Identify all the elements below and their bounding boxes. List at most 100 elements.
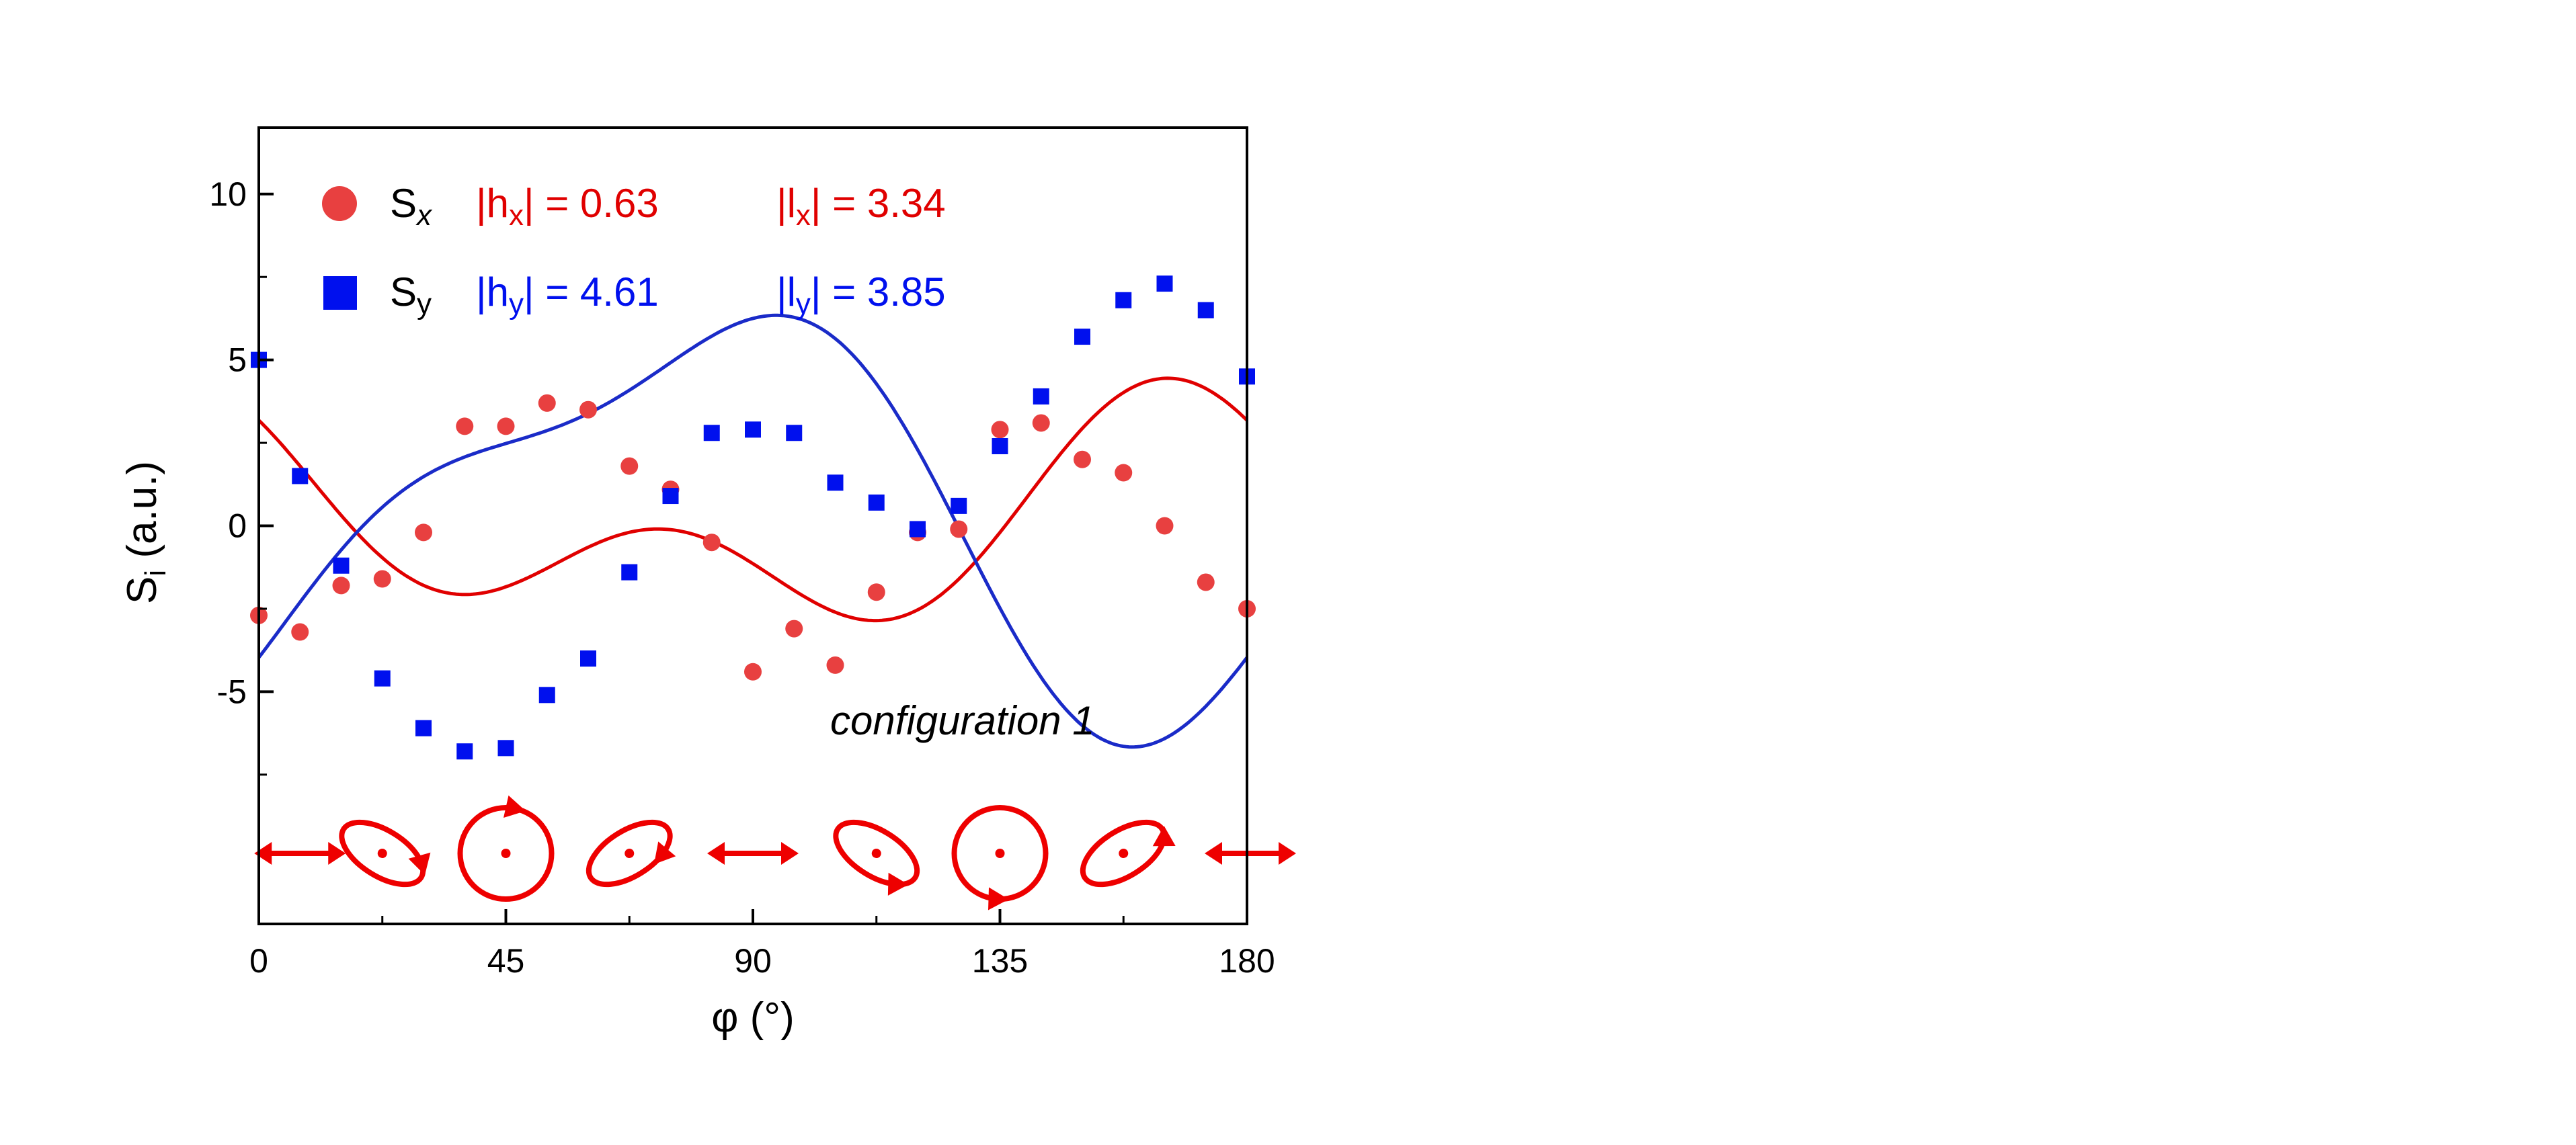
- arrowhead: [781, 842, 799, 865]
- data-point-sy: [621, 564, 638, 581]
- legend-sx-marker: [322, 186, 357, 221]
- legend-sy-l-value: | = 3.85: [811, 269, 946, 314]
- data-point-sy: [292, 468, 309, 484]
- rotation-arrowhead: [887, 872, 909, 896]
- legend-sx-symbol-sub: x: [415, 199, 433, 232]
- data-point-sy: [745, 421, 761, 438]
- legend-sy-symbol-sub: y: [417, 288, 432, 321]
- arrowhead: [1205, 842, 1222, 865]
- data-point-sy: [1074, 329, 1090, 345]
- legend-sy-h-value: | = 4.61: [524, 269, 659, 314]
- legend-sy-h: |hy| = 4.61: [476, 269, 659, 321]
- data-point-sy: [951, 497, 967, 514]
- polarization-center-dot: [1119, 849, 1129, 858]
- legend-sx-l-label: |l: [776, 181, 796, 226]
- legend-sy-l-sub: y: [796, 288, 811, 321]
- data-point-sy: [1033, 388, 1049, 405]
- data-point-sy: [374, 670, 391, 687]
- data-point-sx: [991, 421, 1009, 439]
- polarization-ellipse: [833, 819, 920, 888]
- polarization-center-dot: [871, 849, 881, 858]
- data-point-sy: [868, 494, 885, 511]
- data-point-sy: [662, 488, 679, 505]
- data-point-sx: [1115, 464, 1133, 482]
- legend-sx-l-value: | = 3.34: [811, 181, 946, 226]
- data-point-sx: [1156, 517, 1174, 535]
- x-tick-label: 90: [734, 942, 772, 980]
- data-point-sy: [1156, 275, 1173, 292]
- legend-sx-h-sub: x: [509, 199, 524, 232]
- legend-sy-name: Sy: [390, 269, 432, 321]
- legend-sy-l-label: |l: [776, 269, 796, 314]
- rotation-arrowhead: [408, 852, 431, 876]
- data-point-sx: [785, 620, 803, 638]
- axis-ticks: 0 45 90 135 180 -5 0 5 10: [209, 175, 1275, 980]
- x-tick-label: 180: [1219, 942, 1275, 980]
- data-point-sy: [333, 557, 350, 574]
- rotation-arrowhead: [988, 887, 1009, 910]
- polarization-state-icons: [254, 795, 1296, 910]
- y-axis-label-unit: (a.u.): [119, 461, 165, 570]
- data-point-sy: [456, 743, 473, 760]
- legend-sx-symbol: S: [390, 181, 417, 226]
- legend-sx-name: Sx: [390, 181, 433, 232]
- x-tick-label: 45: [487, 942, 525, 980]
- rotation-arrowhead: [653, 841, 676, 865]
- x-tick-label: 135: [972, 942, 1028, 980]
- configuration-annotation: configuration 1: [830, 698, 1095, 743]
- polarization-ellipse: [339, 819, 426, 888]
- elliptical-polarization-icon: [339, 819, 431, 888]
- arrowhead: [254, 842, 272, 865]
- polarization-ellipse: [586, 819, 673, 888]
- y-tick-label: 5: [228, 341, 247, 379]
- legend-sx-h: |hx| = 0.63: [476, 181, 659, 232]
- legend-sx-l-sub: x: [796, 199, 811, 232]
- data-point-sx: [415, 523, 432, 542]
- legend-sy-h-sub: y: [509, 288, 524, 321]
- legend-sx-h-label: |h: [476, 181, 509, 226]
- polarization-center-dot: [377, 849, 387, 858]
- legend-sy-marker: [323, 276, 357, 310]
- data-points: [250, 275, 1256, 760]
- data-point-sy: [497, 740, 514, 757]
- linear-polarization-icon: [1205, 842, 1296, 865]
- polarization-center-dot: [625, 849, 635, 858]
- data-point-sx: [702, 534, 721, 552]
- y-tick-label: -5: [217, 673, 247, 710]
- arrowhead: [1279, 842, 1296, 865]
- data-point-sx: [332, 577, 350, 595]
- circular-polarization-icon: [951, 805, 1049, 910]
- y-tick-label: 10: [209, 175, 247, 213]
- elliptical-polarization-icon: [1080, 819, 1176, 888]
- data-point-sy: [992, 438, 1008, 454]
- data-point-sx: [744, 663, 762, 681]
- data-point-sx: [373, 570, 391, 588]
- data-point-sy: [827, 474, 844, 491]
- data-point-sy: [580, 650, 596, 667]
- data-point-sx: [950, 520, 968, 538]
- data-point-sx: [1032, 414, 1050, 432]
- data-point-sx: [1197, 573, 1215, 591]
- legend-sx-l: |lx| = 3.34: [776, 181, 946, 232]
- linear-polarization-icon: [254, 842, 346, 865]
- legend-sy-l: |ly| = 3.85: [776, 269, 946, 321]
- linear-polarization-icon: [707, 842, 799, 865]
- data-point-sx: [456, 417, 474, 435]
- polarization-center-dot: [501, 849, 511, 858]
- data-point-sy: [786, 425, 803, 441]
- legend-sy-h-label: |h: [476, 269, 509, 314]
- arrowhead: [707, 842, 725, 865]
- rotation-arrowhead: [504, 795, 526, 818]
- data-point-sy: [1115, 292, 1132, 308]
- y-axis-label-sub: i: [139, 570, 172, 577]
- data-point-sx: [579, 400, 597, 419]
- fit-line-sy: [257, 313, 1248, 749]
- legend-sy-symbol: S: [390, 269, 417, 314]
- data-point-sx: [1074, 450, 1091, 468]
- data-point-sx: [538, 394, 556, 412]
- legend-sx-h-value: | = 0.63: [524, 181, 659, 226]
- elliptical-polarization-icon: [586, 819, 676, 888]
- data-point-sx: [291, 623, 309, 641]
- rotation-arrowhead: [1152, 826, 1176, 847]
